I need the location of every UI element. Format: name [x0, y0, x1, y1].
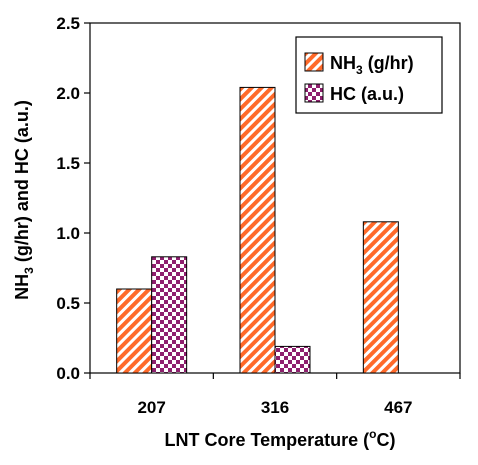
bar-nh3-467 — [362, 221, 399, 374]
y-tick-label: 1.5 — [56, 154, 80, 173]
x-tick-label: 316 — [261, 398, 289, 417]
legend-label-nh3: NH3 (g/hr) — [330, 53, 414, 77]
y-tick-label: 0.0 — [56, 364, 80, 383]
bar-nh3-207 — [116, 288, 153, 374]
bar-nh3-316 — [239, 86, 276, 374]
y-tick-label: 2.0 — [56, 84, 80, 103]
legend-label-hc: HC (a.u.) — [330, 84, 404, 104]
x-tick-label: 207 — [137, 398, 165, 417]
x-axis-title: LNT Core Temperature (oC) — [164, 427, 395, 450]
bar-hc-207 — [151, 256, 188, 374]
legend-swatch-hc — [304, 83, 324, 103]
x-tick-label: 467 — [384, 398, 412, 417]
legend-swatch-nh3 — [304, 52, 324, 72]
y-tick-label: 0.5 — [56, 294, 80, 313]
x-axis: 207 316 467 — [89, 373, 461, 417]
y-tick-label: 2.5 — [56, 14, 80, 33]
y-axis-title: NH3 (g/hr) and HC (a.u.) — [12, 100, 36, 300]
plot-area: 0.0 0.5 1.0 1.5 2.0 2.5 207 316 467 — [56, 14, 461, 417]
legend: NH3 (g/hr) HC (a.u.) — [295, 36, 443, 114]
y-axis: 0.0 0.5 1.0 1.5 2.0 2.5 — [56, 14, 90, 383]
bar-hc-316 — [274, 345, 311, 374]
y-tick-label: 1.0 — [56, 224, 80, 243]
bars — [116, 86, 399, 374]
